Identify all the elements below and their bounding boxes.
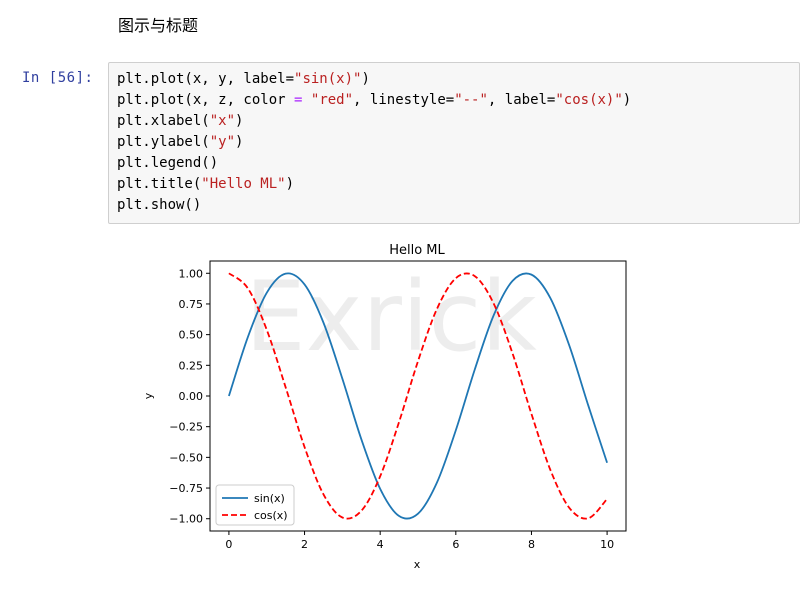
code-token: ) [361,71,370,87]
chart-title: Hello ML [389,243,445,258]
code-token: plt.show() [117,197,202,213]
code-line: plt.title("Hello ML") [117,176,294,192]
y-tick-label: −1.00 [169,513,203,526]
y-axis: 1.00 0.75 0.50 0.25 0.00 −0.25 −0.50 −0.75 −1.00 [169,267,210,526]
code-line: plt.show() [117,197,201,213]
code-token: ) [235,134,244,150]
x-axis: 0 2 4 6 8 10 [225,531,614,551]
y-tick-label: −0.50 [169,451,203,464]
legend-label-0: sin(x) [254,492,285,505]
code-token: "Hello ML" [201,176,286,192]
series-line-0 [228,272,608,520]
code-token: "cos(x)" [555,92,623,108]
code-line: plt.plot(x, z, color = "red", linestyle=… [117,92,631,108]
watermark-text: Exrick [245,261,537,373]
code-token: plt.plot(x, y, label= [117,71,295,87]
cell-prompt: In [56]: [22,70,94,86]
series-group [228,272,608,520]
code-token [302,92,310,108]
code-token: , linestyle= [353,92,455,108]
x-tick-label: 10 [600,538,614,551]
code-token: = [294,92,303,108]
code-token: "red" [310,92,354,108]
code-line: plt.xlabel("x") [117,113,243,129]
y-axis-label: y [142,392,155,399]
y-tick-label: 0.50 [179,329,204,342]
code-token: plt.legend() [117,155,219,171]
x-axis-label: x [414,558,421,571]
x-tick-label: 0 [225,538,232,551]
code-token: ) [235,113,244,129]
watermark: Exrick [245,261,537,373]
code-token: "x" [209,113,236,129]
markdown-heading: 图示与标题 [118,16,199,35]
y-tick-label: −0.25 [169,421,203,434]
line-chart: Exrick Hello ML 0 2 4 6 8 10 1.00 0.75 0.50 0.25… [142,243,627,571]
cell-output: Exrick Hello ML 0 2 4 6 8 10 1.00 0.75 0.50 0.25… [140,232,640,582]
y-tick-label: 0.75 [179,298,204,311]
x-tick-label: 4 [377,538,384,551]
code-line: plt.plot(x, y, label="sin(x)") [117,71,370,87]
code-token: ) [622,92,632,108]
y-tick-label: −0.75 [169,482,203,495]
code-token: , label= [487,92,556,108]
y-tick-label: 0.00 [179,390,204,403]
y-tick-label: 1.00 [179,267,204,280]
code-cell-input[interactable]: plt.plot(x, y, label="sin(x)") plt.plot(… [108,62,800,224]
legend: sin(x) cos(x) [215,484,295,526]
code-token: plt.ylabel( [117,134,210,150]
y-tick-label: 0.25 [179,359,204,372]
code-token: "y" [209,134,236,150]
x-tick-label: 8 [528,538,535,551]
x-tick-label: 6 [452,538,459,551]
code-token: plt.title( [117,176,202,192]
code-token: plt.plot(x, z, color [117,92,295,108]
legend-label-1: cos(x) [254,509,288,522]
x-tick-label: 2 [301,538,308,551]
code-editor[interactable]: plt.plot(x, y, label="sin(x)") plt.plot(… [117,69,631,216]
code-token: plt.xlabel( [117,113,210,129]
code-token: "sin(x)" [294,71,362,87]
code-line: plt.ylabel("y") [117,134,243,150]
series-line-1 [228,272,608,520]
code-line: plt.legend() [117,155,218,171]
code-token: ) [285,176,295,192]
code-token: "--" [454,92,488,108]
